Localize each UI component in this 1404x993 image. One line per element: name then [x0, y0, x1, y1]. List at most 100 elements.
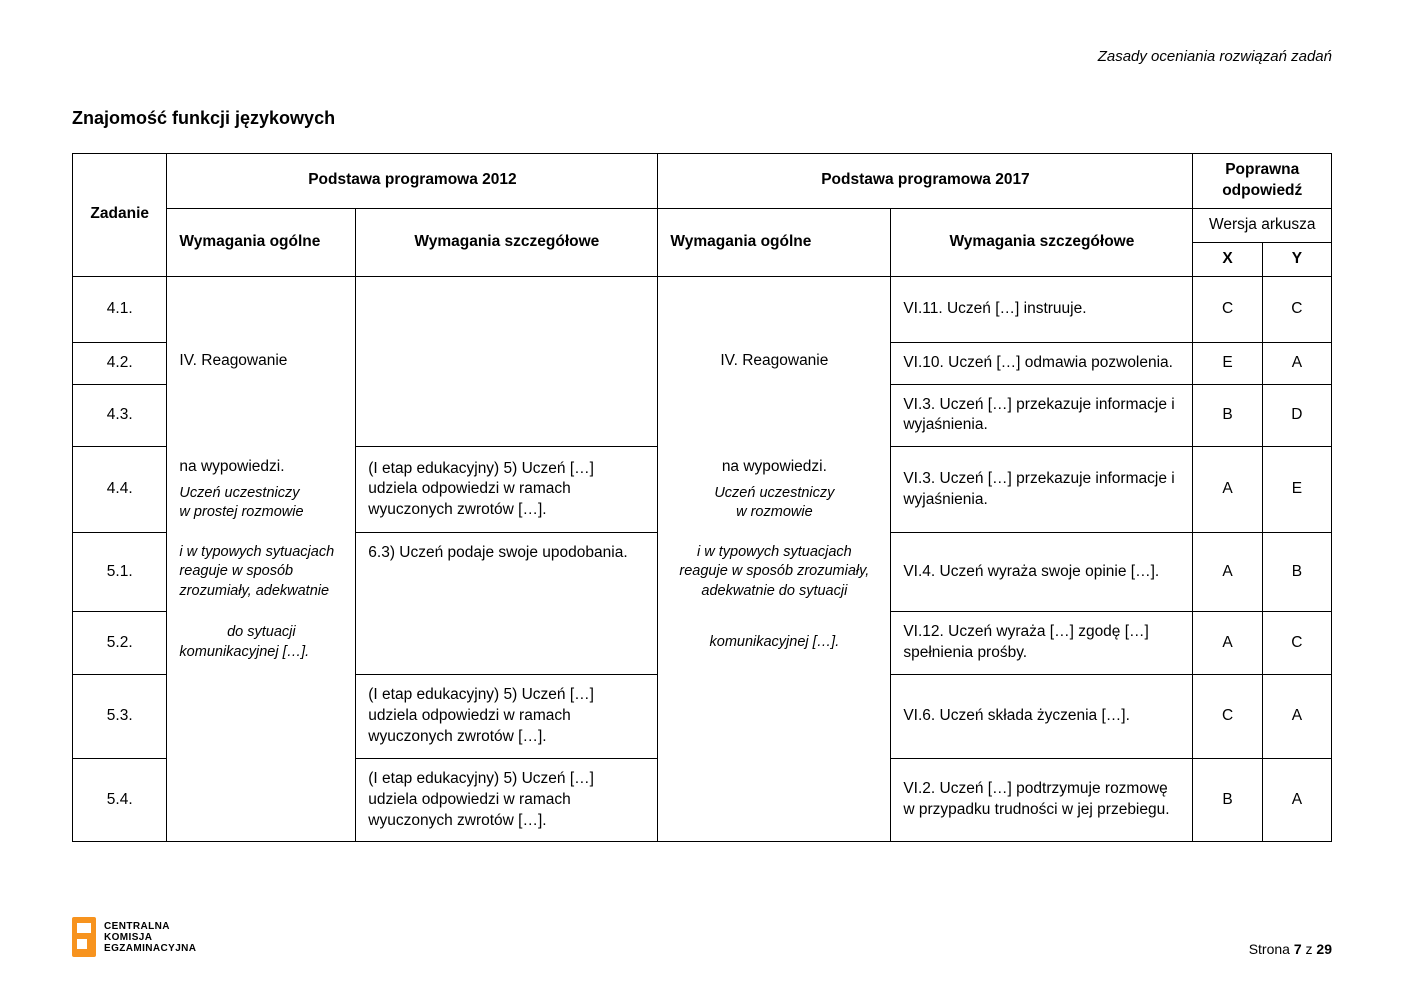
th-zadanie: Zadanie: [73, 154, 167, 277]
page: Zasady oceniania rozwiązań zadań Znajomo…: [0, 0, 1404, 993]
cell-wymogolne-2017-bottom: [658, 758, 891, 842]
th-pp2017: Podstawa programowa 2017: [658, 154, 1193, 209]
cell-ans-y: C: [1262, 276, 1331, 342]
cell-ans-x: B: [1193, 384, 1262, 447]
th-wym-ogolne-2012: Wymagania ogólne: [167, 208, 356, 276]
cell-wymogolne-2012-empty: [167, 674, 356, 758]
page-total: 29: [1316, 941, 1332, 957]
cell-ans-x: E: [1193, 342, 1262, 384]
section-title: Znajomość funkcji językowych: [72, 108, 1332, 129]
org-line: CENTRALNA: [104, 921, 196, 932]
cell-ans-x: C: [1193, 674, 1262, 758]
table-row: 4.4. na wypowiedzi. Uczeń uczestniczy w …: [73, 447, 1332, 533]
cell-wymogolne-2017-mid3: komunikacyjnej […].: [658, 612, 891, 675]
cell-wymogolne-2017-mid1: na wypowiedzi. Uczeń uczestniczy w rozmo…: [658, 447, 891, 533]
cell-ans-x: A: [1193, 447, 1262, 533]
table-header-row: Wymagania ogólne Wymagania szczegółowe W…: [73, 208, 1332, 242]
cell-ans-y: A: [1262, 758, 1331, 842]
text: do sytuacji: [179, 623, 343, 643]
table-header-row: Zadanie Podstawa programowa 2012 Podstaw…: [73, 154, 1332, 209]
cell-ans-x: B: [1193, 758, 1262, 842]
cell-wymogolne-2012-mid3: do sytuacji komunikacyjnej […].: [167, 612, 356, 675]
cke-logo-icon: [72, 917, 96, 957]
cell-szczeg-2012-empty: [356, 276, 658, 447]
cell-zadanie: 4.3.: [73, 384, 167, 447]
cell-szczeg-2012: 6.3) Uczeń podaje swoje upodobania.: [356, 533, 658, 675]
footer-right: Strona 7 z 29: [1249, 941, 1332, 957]
cell-zadanie: 5.4.: [73, 758, 167, 842]
text: komunikacyjnej […].: [179, 643, 343, 663]
cell-szczeg-2012: (I etap edukacyjny) 5) Uczeń […] udziela…: [356, 447, 658, 533]
cell-szczeg-2017: VI.2. Uczeń […] podtrzymuje rozmowę w pr…: [891, 758, 1193, 842]
cke-text: CENTRALNA KOMISJA EGZAMINACYJNA: [104, 921, 196, 954]
cell-wymogolne-2017-top: IV. Reagowanie: [658, 276, 891, 447]
text: reaguje w sposób: [179, 562, 343, 582]
cell-szczeg-2017: VI.3. Uczeń […] przekazuje informacje i …: [891, 447, 1193, 533]
cell-ans-y: C: [1262, 612, 1331, 675]
table-row: 5.4. (I etap edukacyjny) 5) Uczeń […] ud…: [73, 758, 1332, 842]
table-row: 5.2. do sytuacji komunikacyjnej […]. kom…: [73, 612, 1332, 675]
text: w prostej rozmowie: [179, 503, 343, 523]
th-wym-szczeg-2017: Wymagania szczegółowe: [891, 208, 1193, 276]
wymogolne-2017-title: IV. Reagowanie: [670, 351, 878, 372]
text: komunikacyjnej […].: [670, 633, 878, 653]
wymogolne-2012-title: IV. Reagowanie: [179, 351, 343, 372]
cell-ans-x: C: [1193, 276, 1262, 342]
page-of: z: [1302, 941, 1317, 957]
th-x: X: [1193, 242, 1262, 276]
cell-ans-x: A: [1193, 612, 1262, 675]
cell-ans-y: A: [1262, 342, 1331, 384]
text: i w typowych sytuacjach: [670, 543, 878, 563]
cell-wymogolne-2017-mid2: i w typowych sytuacjach reaguje w sposób…: [658, 533, 891, 612]
cell-szczeg-2017: VI.12. Uczeń wyraża […] zgodę […] spełni…: [891, 612, 1193, 675]
th-wersja: Wersja arkusza: [1193, 208, 1332, 242]
th-wym-ogolne-2017: Wymagania ogólne: [658, 208, 891, 276]
text: na wypowiedzi.: [179, 457, 343, 478]
header-right: Zasady oceniania rozwiązań zadań: [1098, 48, 1332, 65]
text: i w typowych sytuacjach: [179, 543, 343, 563]
cell-szczeg-2012: (I etap edukacyjny) 5) Uczeń […] udziela…: [356, 758, 658, 842]
cell-wymogolne-2012-mid1: na wypowiedzi. Uczeń uczestniczy w prost…: [167, 447, 356, 533]
th-poprawna: Poprawna odpowiedź: [1193, 154, 1332, 209]
org-line: EGZAMINACYJNA: [104, 943, 196, 954]
cell-ans-y: A: [1262, 674, 1331, 758]
cell-wymogolne-2017-empty: [658, 674, 891, 758]
cell-ans-x: A: [1193, 533, 1262, 612]
table-row: 4.1. IV. Reagowanie IV. Reagowanie VI.11…: [73, 276, 1332, 342]
main-table: Zadanie Podstawa programowa 2012 Podstaw…: [72, 153, 1332, 842]
th-pp2012: Podstawa programowa 2012: [167, 154, 658, 209]
cell-szczeg-2012: (I etap edukacyjny) 5) Uczeń […] udziela…: [356, 674, 658, 758]
cell-szczeg-2017: VI.3. Uczeń […] przekazuje informacje i …: [891, 384, 1193, 447]
text: adekwatnie do sytuacji: [670, 582, 878, 602]
text: w rozmowie: [670, 503, 878, 523]
cell-wymogolne-2012-top: IV. Reagowanie: [167, 276, 356, 447]
cell-ans-y: E: [1262, 447, 1331, 533]
cell-ans-y: B: [1262, 533, 1331, 612]
cell-ans-y: D: [1262, 384, 1331, 447]
cell-zadanie: 5.3.: [73, 674, 167, 758]
footer-left: CENTRALNA KOMISJA EGZAMINACYJNA: [72, 917, 196, 957]
cell-zadanie: 4.2.: [73, 342, 167, 384]
cell-szczeg-2017: VI.6. Uczeń składa życzenia […].: [891, 674, 1193, 758]
org-line: KOMISJA: [104, 932, 196, 943]
cell-zadanie: 4.4.: [73, 447, 167, 533]
cell-zadanie: 5.1.: [73, 533, 167, 612]
th-y: Y: [1262, 242, 1331, 276]
cell-wymogolne-2012-mid2: i w typowych sytuacjach reaguje w sposób…: [167, 533, 356, 612]
cell-szczeg-2017: VI.10. Uczeń […] odmawia pozwolenia.: [891, 342, 1193, 384]
cell-szczeg-2017: VI.4. Uczeń wyraża swoje opinie […].: [891, 533, 1193, 612]
table-row: 5.3. (I etap edukacyjny) 5) Uczeń […] ud…: [73, 674, 1332, 758]
table-row: 5.1. i w typowych sytuacjach reaguje w s…: [73, 533, 1332, 612]
cell-zadanie: 5.2.: [73, 612, 167, 675]
cell-wymogolne-2012-bottom: [167, 758, 356, 842]
text: zrozumiały, adekwatnie: [179, 582, 343, 602]
cell-zadanie: 4.1.: [73, 276, 167, 342]
page-number: 7: [1294, 941, 1302, 957]
text: Uczeń uczestniczy: [179, 484, 343, 504]
cell-szczeg-2017: VI.11. Uczeń […] instruuje.: [891, 276, 1193, 342]
text: Uczeń uczestniczy: [670, 484, 878, 504]
text: reaguje w sposób zrozumiały,: [670, 562, 878, 582]
text: na wypowiedzi.: [670, 457, 878, 478]
th-wym-szczeg-2012: Wymagania szczegółowe: [356, 208, 658, 276]
page-label: Strona: [1249, 941, 1294, 957]
